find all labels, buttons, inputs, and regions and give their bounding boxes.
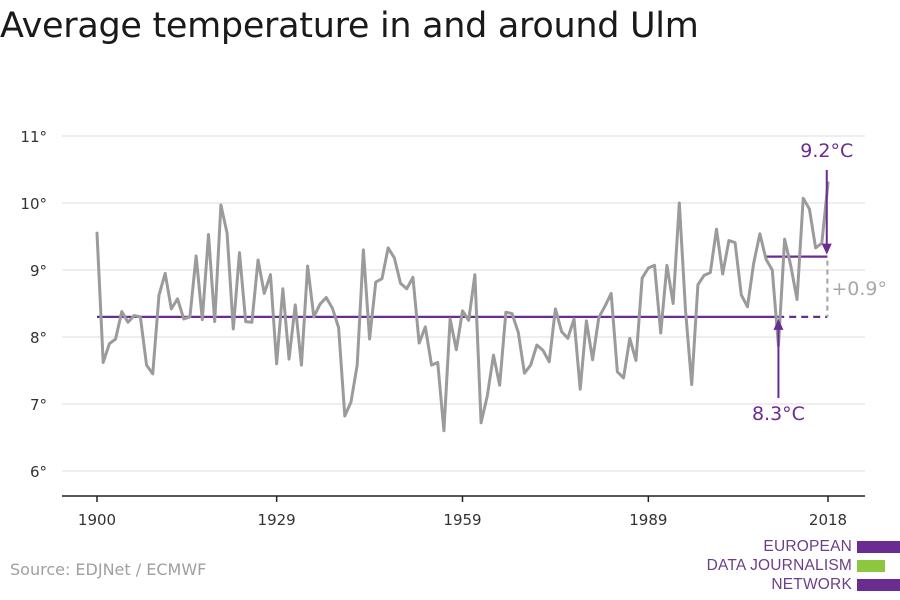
reference-lines	[97, 255, 829, 318]
difference-label: +0.9°	[831, 278, 887, 300]
logo-bar-purple-bottom	[857, 579, 900, 591]
edjnet-logo[interactable]: EUROPEAN DATA JOURNALISM NETWORK	[700, 538, 900, 598]
x-tick-label-1989: 1989	[629, 511, 667, 529]
x-axis-ticks: 1900 1929 1959 1989 2018	[78, 496, 847, 529]
chart-title: Average temperature in and around Ulm	[0, 6, 699, 46]
y-tick-label-9: 9°	[30, 262, 47, 280]
logo-line-2: DATA JOURNALISM	[706, 557, 852, 574]
y-tick-label-10: 10°	[20, 195, 47, 213]
y-tick-label-8: 8°	[30, 329, 47, 347]
y-tick-label-11: 11°	[20, 128, 47, 146]
recent-mean-label: 9.2°C	[800, 140, 853, 162]
logo-line-1: EUROPEAN	[763, 538, 852, 555]
y-axis-tick-labels: 6° 7° 8° 9° 10° 11°	[20, 128, 47, 481]
x-tick-label-1959: 1959	[443, 511, 481, 529]
annotations: 9.2°C 8.3°C +0.9°	[752, 140, 887, 425]
recent-mean-arrowhead	[821, 243, 832, 255]
source-note: Source: EDJNet / ECMWF	[10, 560, 207, 579]
temperature-series-line	[95, 181, 830, 433]
x-tick-label-1900: 1900	[78, 511, 116, 529]
x-tick-label-1929: 1929	[258, 511, 296, 529]
logo-bar-green	[857, 560, 885, 572]
y-tick-label-7: 7°	[30, 396, 47, 414]
logo-bar-purple-top	[857, 541, 900, 553]
x-tick-label-2018: 2018	[809, 511, 847, 529]
baseline-mean-arrowhead	[773, 318, 784, 330]
logo-line-3: NETWORK	[771, 576, 852, 593]
y-tick-label-6: 6°	[30, 463, 47, 481]
baseline-mean-label: 8.3°C	[752, 403, 805, 425]
